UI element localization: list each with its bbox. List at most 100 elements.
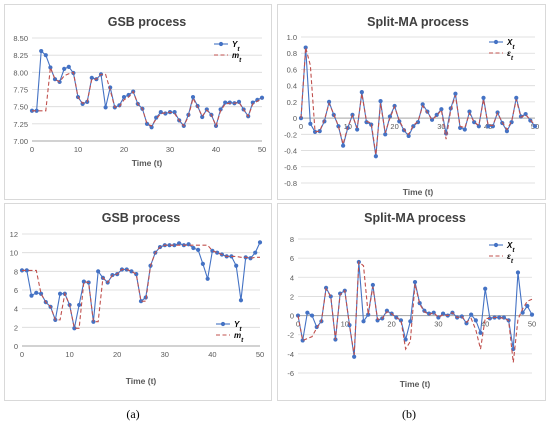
y-tick-label: 0.2 [287, 98, 297, 107]
x-tick-label: 10 [65, 350, 73, 359]
x-tick-label: 50 [256, 350, 264, 359]
data-point [312, 129, 318, 134]
series-line-εt [300, 47, 536, 155]
series-line-Xt [297, 261, 533, 357]
data-point [317, 128, 322, 134]
x-tick-label: 40 [481, 320, 489, 329]
data-point [412, 279, 418, 285]
legend-label: εt [507, 49, 514, 62]
data-point [72, 326, 77, 331]
data-point [66, 64, 71, 69]
legend-label: mt [232, 51, 242, 64]
legend-label: εt [507, 252, 514, 265]
data-point [205, 276, 210, 281]
data-point [52, 77, 58, 82]
x-tick-label: 10 [341, 320, 349, 329]
data-point [149, 125, 154, 130]
series-line-mt [22, 244, 260, 329]
data-point [154, 115, 159, 120]
y-tick-label: 0 [290, 312, 294, 321]
data-point [91, 319, 96, 324]
data-point [406, 133, 411, 139]
legend-label: Yt [232, 40, 240, 53]
data-point [398, 318, 404, 323]
legend-label: Yt [234, 320, 242, 333]
data-point [326, 99, 332, 104]
y-tick-label: 10 [10, 249, 18, 258]
data-point [473, 318, 478, 323]
y-tick-label: 2 [290, 292, 294, 301]
data-point [420, 102, 425, 107]
data-point [397, 119, 402, 124]
data-point [236, 99, 242, 104]
data-point [373, 154, 378, 159]
y-tick-label: 0.6 [287, 65, 297, 74]
x-tick-label: 50 [258, 145, 266, 154]
y-tick-label: -0.4 [284, 147, 297, 156]
chart-title: Split-MA process [367, 15, 469, 29]
data-point [417, 301, 422, 306]
data-point [361, 319, 366, 324]
data-point [501, 315, 507, 320]
legend-marker [220, 321, 226, 327]
y-tick-label: -0.8 [284, 179, 297, 188]
x-axis-label: Time (t) [132, 158, 163, 168]
y-tick-label: 4 [14, 305, 18, 314]
data-point [336, 124, 341, 129]
caption-a: (a) [126, 407, 140, 421]
data-point [24, 268, 29, 273]
data-point [355, 127, 360, 132]
data-point [341, 143, 346, 148]
data-point [464, 321, 469, 326]
data-point [467, 109, 472, 114]
x-tick-label: 20 [113, 350, 121, 359]
data-point [172, 243, 177, 248]
x-tick-label: 30 [437, 122, 445, 131]
legend-marker [493, 39, 499, 45]
data-point [121, 94, 127, 100]
y-tick-label: -0.6 [284, 163, 297, 172]
data-point [378, 98, 383, 104]
y-tick-label: 7.50 [13, 103, 28, 112]
x-tick-label: 30 [434, 320, 442, 329]
data-point [514, 95, 519, 100]
data-point [138, 299, 144, 304]
x-tick-label: 0 [30, 145, 34, 154]
data-point [196, 247, 201, 252]
data-point [352, 354, 357, 359]
data-point [504, 128, 510, 134]
data-point [483, 286, 488, 291]
data-point [257, 240, 263, 245]
data-point [167, 243, 172, 248]
data-point [478, 330, 483, 335]
data-point [144, 121, 150, 126]
y-tick-label: 0.8 [287, 49, 297, 58]
data-point [77, 302, 82, 308]
x-tick-label: 0 [20, 350, 24, 359]
x-tick-label: 40 [208, 350, 216, 359]
x-axis-label: Time (t) [403, 187, 434, 197]
data-point [238, 298, 244, 303]
panel-bottom-left [4, 203, 272, 401]
data-point [486, 124, 491, 129]
data-point [200, 261, 205, 266]
y-tick-label: 6 [14, 286, 18, 295]
data-point [515, 270, 521, 275]
x-tick-label: 10 [74, 145, 82, 154]
y-tick-label: 6 [290, 254, 294, 263]
data-point [191, 245, 196, 251]
data-point [62, 66, 67, 71]
data-point [308, 121, 313, 126]
data-point [439, 107, 444, 112]
data-point [525, 303, 530, 309]
data-point [34, 290, 39, 295]
legend-label: mt [234, 331, 244, 344]
y-tick-label: 2 [14, 323, 18, 332]
data-point [453, 91, 458, 96]
legend-label: Xt [506, 38, 515, 51]
data-point [81, 279, 86, 284]
x-tick-label: 20 [390, 122, 398, 131]
chart-title: GSB process [108, 15, 187, 29]
x-tick-label: 0 [299, 122, 303, 131]
x-axis-label: Time (t) [400, 379, 431, 389]
